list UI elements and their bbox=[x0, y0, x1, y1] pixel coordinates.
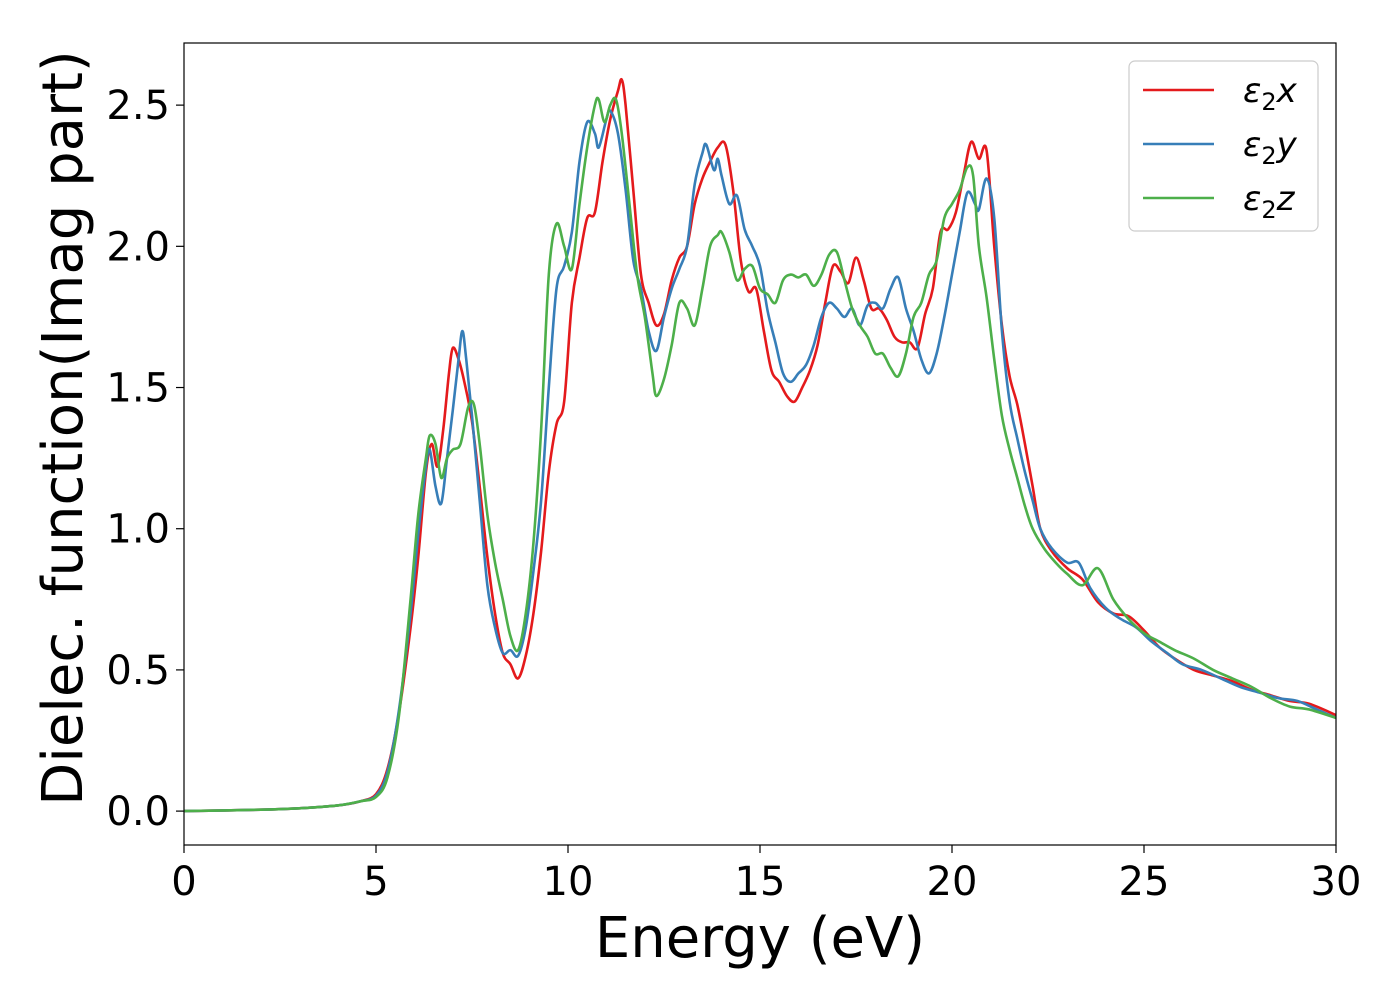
plot-frame bbox=[183, 42, 1337, 846]
x-tick-label: 0 bbox=[171, 859, 196, 905]
y-axis-ticks: 0.0 0.5 1.0 1.5 2.0 2.5 bbox=[106, 83, 184, 835]
legend-item-x: ε2x bbox=[1143, 71, 1298, 116]
x-tick-label: 20 bbox=[927, 859, 978, 905]
legend-component: x bbox=[1276, 71, 1298, 111]
legend-subscript: 2 bbox=[1261, 196, 1276, 224]
x-axis-ticks: 0 5 10 15 20 25 30 bbox=[171, 845, 1361, 905]
y-tick-label: 1.5 bbox=[106, 366, 170, 412]
x-tick-label: 15 bbox=[735, 859, 786, 905]
legend-symbol: ε bbox=[1243, 125, 1261, 165]
legend-symbol: ε bbox=[1243, 179, 1261, 219]
x-tick-label: 30 bbox=[1311, 859, 1362, 905]
series-line-z bbox=[184, 96, 1336, 813]
y-tick-label: 2.5 bbox=[106, 83, 170, 129]
legend-component: z bbox=[1276, 179, 1296, 219]
y-tick-label: 0.0 bbox=[106, 789, 170, 835]
legend-item-z: ε2z bbox=[1143, 179, 1296, 224]
y-tick-label: 0.5 bbox=[106, 648, 170, 694]
legend-box bbox=[1128, 60, 1319, 232]
y-tick-label: 2.0 bbox=[106, 224, 170, 270]
plot-series bbox=[184, 77, 1336, 813]
legend-label: ε2y bbox=[1243, 125, 1298, 170]
x-tick-label: 5 bbox=[363, 859, 388, 905]
legend-label: ε2z bbox=[1243, 179, 1296, 224]
y-axis-title: Dielec. function(Imag part) bbox=[31, 50, 96, 806]
x-tick-label: 10 bbox=[543, 859, 594, 905]
y-tick-label: 1.0 bbox=[106, 507, 170, 553]
series-line-y bbox=[184, 108, 1336, 813]
legend-symbol: ε bbox=[1243, 71, 1261, 111]
legend-label: ε2x bbox=[1243, 71, 1298, 116]
legend-item-y: ε2y bbox=[1143, 125, 1298, 170]
x-axis-title: Energy (eV) bbox=[595, 906, 925, 971]
legend-subscript: 2 bbox=[1261, 142, 1276, 170]
x-tick-label: 25 bbox=[1119, 859, 1170, 905]
legend-component: y bbox=[1276, 125, 1298, 165]
legend-subscript: 2 bbox=[1261, 88, 1276, 116]
